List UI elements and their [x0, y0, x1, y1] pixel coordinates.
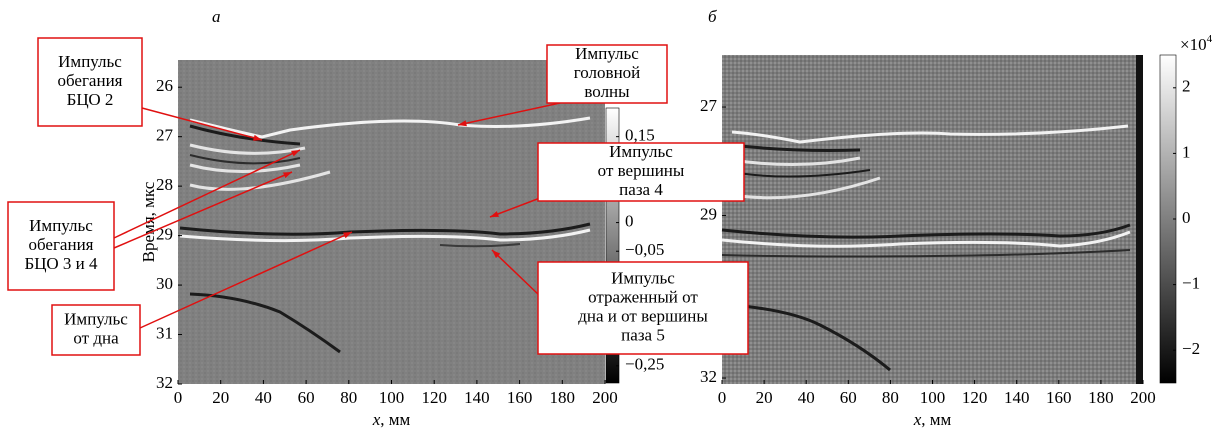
- y-tick-label: 27: [156, 126, 174, 145]
- annotation-text: отраженный от: [588, 287, 698, 306]
- annotation-text: от дна: [73, 328, 119, 347]
- annotation-text: Импульс: [611, 268, 675, 287]
- x-tick-label: 20: [212, 388, 229, 407]
- y-tick-label: 27: [700, 96, 718, 115]
- x-tick-label: 80: [340, 388, 357, 407]
- x-tick-label: 180: [550, 388, 576, 407]
- annotation-text: головной: [574, 63, 641, 82]
- annotation-text: от вершины: [598, 161, 685, 180]
- annotation-text: Импульс: [58, 52, 122, 71]
- annotation-text: Импульс: [575, 44, 639, 63]
- panel-label: а: [212, 7, 221, 26]
- y-tick-label: 26: [156, 76, 173, 95]
- panel-label: б: [708, 7, 717, 26]
- multiplier-exponent: 4: [1207, 33, 1213, 45]
- edge-stripe: [1136, 55, 1143, 384]
- x-tick-label: 0: [174, 388, 183, 407]
- annotation-text: Импульс: [609, 142, 673, 161]
- x-tick-label: 40: [798, 388, 815, 407]
- annotation-text: Импульс: [64, 309, 128, 328]
- x-axis-unit: , мм: [380, 410, 410, 429]
- x-tick-label: 60: [840, 388, 857, 407]
- y-tick-label: 31: [156, 323, 173, 342]
- colorbar-tick-label: 0: [625, 211, 634, 230]
- colorbar-tick-label: −0,05: [625, 240, 664, 259]
- x-tick-label: 160: [1046, 388, 1072, 407]
- colorbar-tick-label: 2: [1182, 77, 1191, 96]
- colorbar-multiplier: ×104: [1180, 33, 1213, 54]
- colorbar-tick-label: −2: [1182, 339, 1200, 358]
- figure: а020406080100120140160180200x, мм2627282…: [0, 0, 1228, 434]
- y-tick-label: 29: [156, 225, 173, 244]
- colorbar-tick-label: 1: [1182, 142, 1191, 161]
- y-tick-label: 32: [700, 367, 717, 386]
- x-tick-label: 180: [1088, 388, 1114, 407]
- x-axis-label: x, мм: [372, 410, 411, 429]
- x-tick-label: 200: [592, 388, 618, 407]
- x-tick-label: 100: [920, 388, 946, 407]
- y-tick-label: 29: [700, 204, 717, 223]
- x-tick-label: 80: [882, 388, 899, 407]
- colorbar-tick-label: −0,25: [625, 355, 664, 374]
- y-tick-label: 32: [156, 373, 173, 392]
- annotation-text: дна и от вершины: [578, 306, 708, 325]
- annotation-text: обегания: [57, 71, 122, 90]
- x-tick-label: 120: [962, 388, 988, 407]
- x-tick-label: 100: [379, 388, 405, 407]
- y-tick-label: 30: [156, 274, 173, 293]
- x-tick-label: 40: [255, 388, 272, 407]
- annotation-text: паза 4: [619, 180, 663, 199]
- x-tick-label: 140: [1004, 388, 1030, 407]
- multiplier-base: ×10: [1180, 35, 1207, 54]
- x-tick-label: 0: [718, 388, 727, 407]
- x-axis-unit: , мм: [921, 410, 951, 429]
- annotation-text: БЦО 3 и 4: [25, 254, 98, 273]
- x-tick-label: 120: [421, 388, 447, 407]
- annotation-text: волны: [584, 82, 630, 101]
- annotation-text: Импульс: [29, 216, 93, 235]
- x-axis-label: x, мм: [913, 410, 952, 429]
- annotation-text: БЦО 2: [67, 90, 114, 109]
- heatmap-image: [722, 55, 1143, 384]
- x-tick-label: 60: [298, 388, 315, 407]
- x-tick-label: 140: [464, 388, 490, 407]
- x-tick-label: 20: [756, 388, 773, 407]
- x-tick-label: 160: [507, 388, 533, 407]
- annotation-text: паза 5: [621, 325, 665, 344]
- colorbar-tick-label: 0: [1182, 208, 1191, 227]
- annotation-text: обегания: [28, 235, 93, 254]
- x-tick-label: 200: [1130, 388, 1156, 407]
- colorbar-tick-label: −1: [1182, 274, 1200, 293]
- y-tick-label: 28: [156, 175, 173, 194]
